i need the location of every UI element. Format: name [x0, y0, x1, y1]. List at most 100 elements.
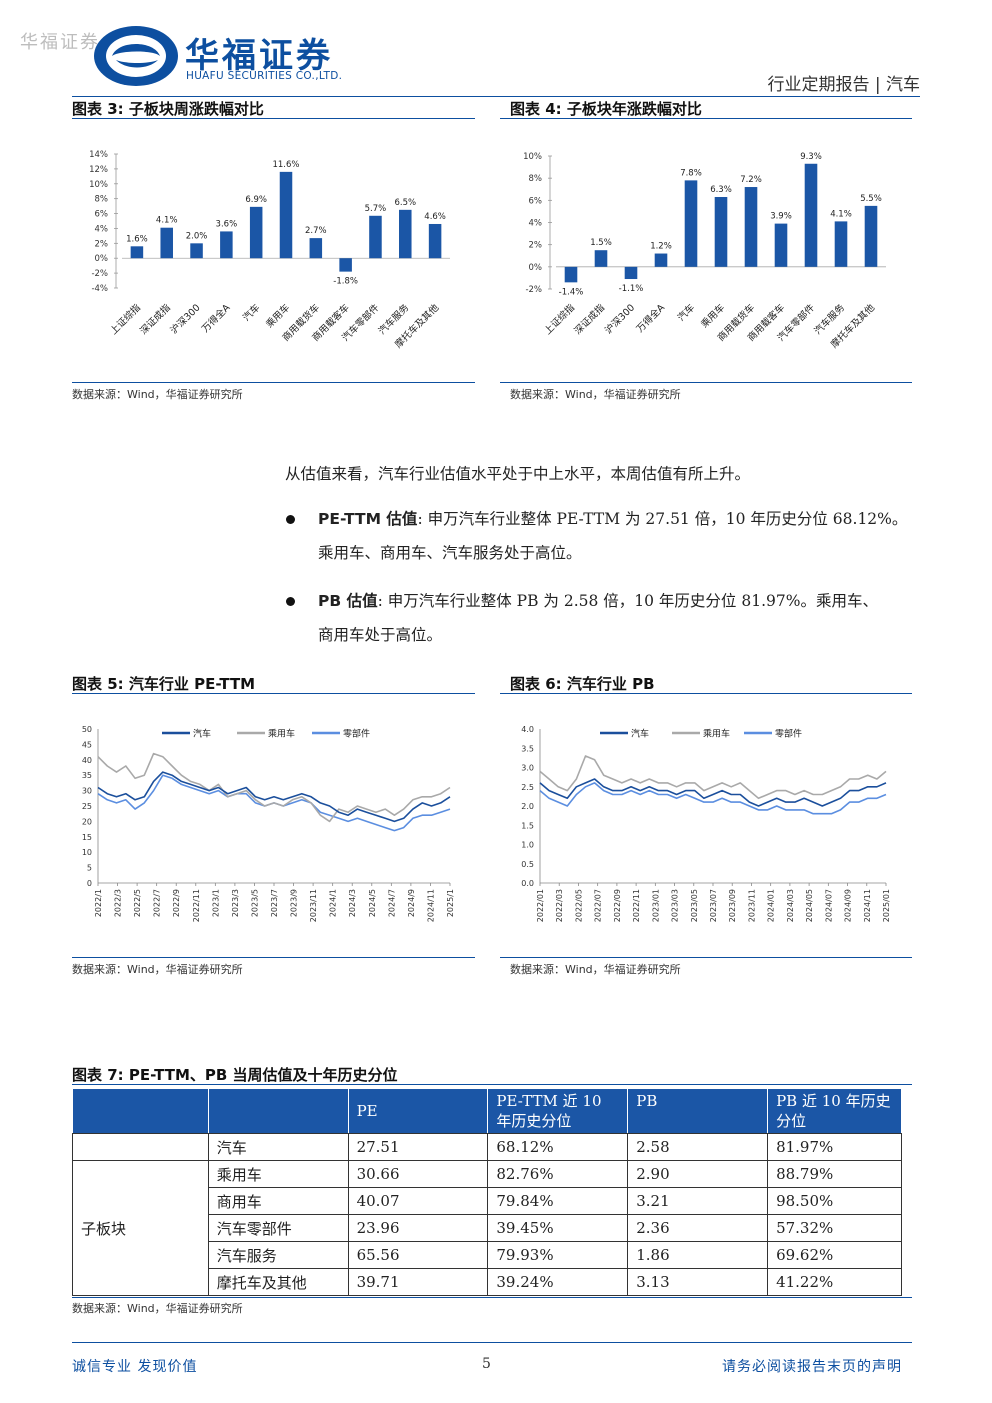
bar — [864, 205, 878, 267]
bar-data-label: -1.8% — [333, 277, 358, 287]
table-cell-pb: 1.86 — [627, 1241, 769, 1269]
table-cell-name: 汽车零部件 — [207, 1214, 349, 1242]
x-tick-label: 2025/01 — [882, 889, 891, 922]
bar — [774, 223, 788, 267]
fig3-chart: 14% 12% 10% 8% 6% 4% 2% 0% -2% -4% 1.6% 上证综指 4.1% 深证成… — [89, 150, 450, 350]
pe-label: PE-TTM 估值 — [318, 510, 418, 528]
x-tick-label: 2022/05 — [574, 889, 583, 922]
x-tick-label: 2024/5 — [368, 889, 377, 917]
y-tick-label: 2.5 — [521, 783, 534, 792]
y-tick-label: 45 — [82, 740, 92, 749]
x-tick-label: 上证综指 — [542, 301, 578, 337]
y-tick-label: 10 — [82, 848, 92, 857]
table-cell-pe: 23.96 — [347, 1214, 489, 1242]
fig7-source: 数据来源：Wind，华福证券研究所 — [72, 1302, 243, 1315]
footer-slogan: 诚信专业 发现价值 — [72, 1359, 198, 1375]
y-tick-label: 8% — [95, 195, 109, 205]
bar — [684, 180, 698, 267]
x-tick-label: 2023/03 — [671, 889, 680, 922]
x-tick-label: 2024/07 — [824, 889, 833, 922]
table-header-pb-pct: PB 近 10 年历史 分位 — [767, 1088, 902, 1134]
pe-paragraph-line1: PE-TTM 估值: 申万汽车行业整体 PE-TTM 为 27.51 倍，10 … — [318, 503, 907, 536]
y-tick-label: 0% — [529, 263, 543, 273]
fig6-title: 图表 6: 汽车行业 PB — [510, 675, 655, 693]
series-line — [539, 782, 887, 815]
table-header-pb: PB — [627, 1088, 769, 1134]
x-tick-label: 2022/3 — [114, 889, 123, 917]
table-cell-pb-pct: 88.79% — [767, 1160, 902, 1188]
bar — [399, 209, 412, 259]
x-tick-label: 汽车 — [240, 302, 262, 324]
y-tick-label: 14% — [89, 150, 108, 160]
x-tick-label: 2023/9 — [290, 889, 299, 917]
y-tick-label: -2% — [91, 269, 108, 279]
x-tick-label: 2024/09 — [844, 889, 853, 922]
x-tick-label: 汽车 — [675, 302, 697, 324]
table-cell-name: 乘用车 — [207, 1160, 349, 1188]
bar — [190, 243, 203, 259]
table-cell-pe: 30.66 — [347, 1160, 489, 1188]
legend-label: 乘用车 — [703, 728, 730, 740]
pe-paragraph-line2: 乘用车、商用车、汽车服务处于高位。 — [318, 544, 582, 562]
y-tick-label: -4% — [91, 284, 108, 294]
y-tick-label: 1.0 — [521, 841, 534, 850]
y-tick-label: 5 — [87, 864, 92, 873]
x-tick-label: 2023/3 — [231, 889, 240, 917]
table-cell-blank — [72, 1133, 209, 1161]
bar-data-label: -1.4% — [559, 287, 584, 297]
y-tick-label: 4% — [95, 224, 109, 234]
table-cell-pb-pct: 41.22% — [767, 1268, 902, 1296]
legend-label: 汽车 — [631, 728, 649, 740]
fig3-title: 图表 3: 子板块周涨跌幅对比 — [72, 100, 264, 118]
y-tick-label: 2% — [95, 239, 109, 249]
y-tick-label: 3.5 — [521, 744, 534, 753]
y-tick-label: -2% — [525, 285, 542, 295]
x-tick-label: 2024/11 — [863, 889, 872, 922]
x-tick-label: 乘用车 — [263, 302, 292, 331]
y-tick-label: 6% — [529, 196, 543, 206]
table-header-blank — [207, 1088, 349, 1134]
bar-data-label: 5.5% — [860, 194, 882, 204]
table-group-label: 子板块 — [72, 1160, 209, 1296]
x-tick-label: 2023/07 — [709, 889, 718, 922]
x-tick-label: 2024/03 — [786, 889, 795, 922]
table-cell-pe-pct: 39.24% — [487, 1268, 629, 1296]
y-tick-label: 0.5 — [521, 860, 534, 869]
x-tick-label: 乘用车 — [698, 302, 727, 331]
bar — [339, 258, 352, 272]
x-tick-label: 2022/09 — [613, 889, 622, 922]
table-cell-name: 汽车服务 — [207, 1241, 349, 1269]
bar-data-label: 6.9% — [245, 195, 267, 205]
legend-label: 汽车 — [193, 728, 211, 740]
bar-data-label: 4.1% — [156, 216, 178, 226]
legend-label: 乘用车 — [268, 728, 295, 740]
table-header-pe: PE — [347, 1088, 489, 1134]
x-tick-label: 2023/05 — [690, 889, 699, 922]
bullet-dot — [286, 515, 295, 524]
header-divider — [72, 96, 920, 97]
fig6-rule-bottom — [500, 957, 912, 958]
table-header-pe-pct-line1: PE-TTM 近 10 — [496, 1092, 602, 1110]
page-number: 5 — [482, 1356, 491, 1372]
x-tick-label: 沪深300 — [168, 302, 203, 337]
y-tick-label: 1.5 — [521, 821, 534, 830]
table-cell-name: 商用车 — [207, 1187, 349, 1215]
bar-data-label: 2.7% — [305, 226, 327, 236]
fig4-chart: 10% 8% 6% 4% 2% 0% -2% -1.4% 上证综指 1.5% 深证成指 -1.1% 沪深… — [523, 152, 886, 350]
table-header-pe-pct-line2: 年历史分位 — [496, 1112, 572, 1130]
table-cell-pe-pct: 79.84% — [487, 1187, 629, 1215]
y-tick-label: 10% — [523, 152, 542, 162]
bar — [594, 250, 608, 267]
series-line — [97, 771, 451, 823]
table-cell-pe: 65.56 — [347, 1241, 489, 1269]
x-tick-label: 2022/1 — [94, 889, 103, 917]
y-tick-label: 25 — [82, 802, 92, 811]
y-tick-label: 40 — [82, 756, 92, 765]
bar-data-label: 1.5% — [590, 238, 612, 248]
x-tick-label: 2024/11 — [426, 889, 435, 922]
x-tick-label: 2024/01 — [767, 889, 776, 922]
y-tick-label: 0 — [87, 879, 92, 888]
legend-label: 零部件 — [343, 728, 370, 740]
pb-paragraph-line1: PB 估值: 申万汽车行业整体 PB 为 2.58 倍，10 年历史分位 81.… — [318, 585, 878, 618]
bar — [309, 238, 323, 259]
